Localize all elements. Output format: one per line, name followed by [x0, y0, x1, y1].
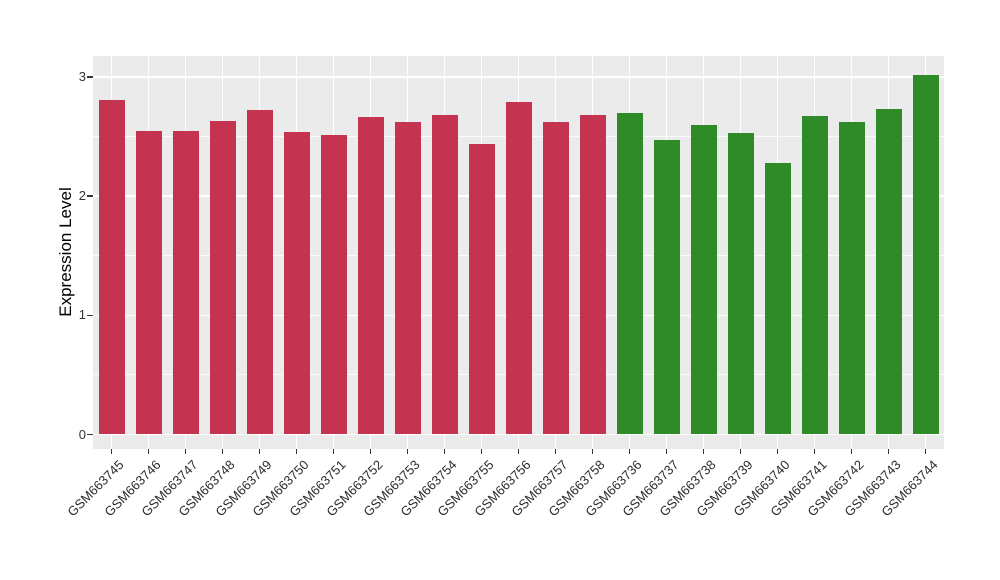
x-tick-mark: [924, 449, 927, 454]
x-tick-mark: [813, 449, 816, 454]
bar-GSM663742: [838, 122, 865, 435]
x-tick-mark: [702, 449, 705, 454]
bar-GSM663754: [431, 115, 458, 435]
bar-GSM663736: [616, 112, 643, 435]
bar-GSM663756: [505, 101, 532, 435]
y-tick-label: 0: [78, 426, 86, 442]
x-tick-mark: [221, 449, 224, 454]
bar-GSM663739: [727, 132, 754, 435]
x-tick-mark: [628, 449, 631, 454]
x-tick-mark: [665, 449, 668, 454]
bar-GSM663741: [801, 116, 828, 435]
x-tick-mark: [110, 449, 113, 454]
bar-GSM663757: [542, 122, 569, 435]
y-tick-label: 3: [78, 68, 86, 84]
bar-GSM663740: [764, 162, 791, 435]
y-tick-mark: [87, 195, 93, 197]
y-axis-title-text: Expression Level: [56, 187, 75, 317]
x-tick-mark: [480, 449, 483, 454]
x-tick-mark: [184, 449, 187, 454]
bar-GSM663748: [209, 121, 236, 435]
x-tick-mark: [517, 449, 520, 454]
x-tick-mark: [739, 449, 742, 454]
x-tick-mark: [369, 449, 372, 454]
x-tick-mark: [887, 449, 890, 454]
bar-GSM663744: [912, 74, 939, 435]
bar-GSM663738: [690, 124, 717, 435]
y-tick-mark: [87, 76, 93, 78]
y-tick-mark: [87, 433, 93, 436]
bar-GSM663753: [394, 122, 421, 435]
x-tick-mark: [332, 449, 335, 454]
x-tick-mark: [443, 449, 446, 454]
bar-GSM663749: [246, 110, 273, 435]
x-tick-mark: [554, 449, 557, 454]
bar-GSM663750: [283, 131, 310, 435]
bar-GSM663746: [135, 130, 162, 435]
bar-GSM663737: [653, 140, 680, 435]
x-tick-mark: [295, 449, 298, 454]
bar-GSM663752: [357, 117, 384, 435]
bar-GSM663747: [172, 130, 199, 435]
x-tick-mark: [258, 449, 261, 454]
x-tick-mark: [406, 449, 409, 454]
x-tick-mark: [850, 449, 853, 454]
bar-GSM663758: [579, 115, 606, 435]
bar-GSM663745: [98, 99, 125, 435]
y-tick-label: 1: [78, 307, 86, 323]
x-tick-mark: [591, 449, 594, 454]
bar-GSM663755: [468, 143, 495, 435]
x-tick-mark: [147, 449, 150, 454]
bar-GSM663751: [320, 135, 347, 435]
x-tick-mark: [776, 449, 779, 454]
y-tick-label: 2: [78, 188, 86, 204]
y-tick-mark: [87, 314, 93, 316]
bar-GSM663743: [875, 109, 902, 435]
